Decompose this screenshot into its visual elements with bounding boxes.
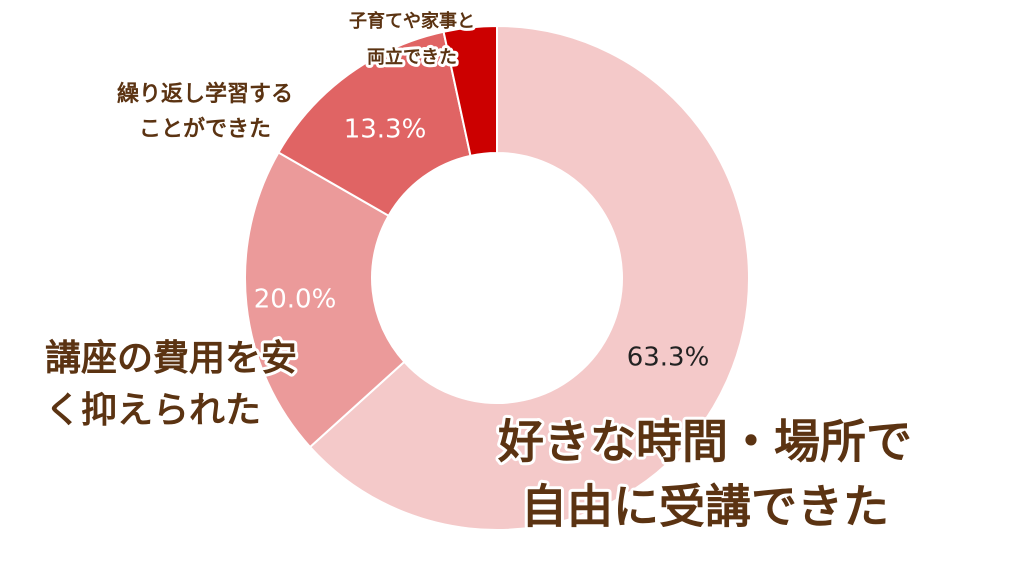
category-label: く抑えられた [45, 390, 261, 431]
category-label: ことができた [139, 116, 271, 142]
value-label: 13.3% [344, 115, 427, 145]
category-label: 両立できた [367, 46, 457, 68]
category-label: 繰り返し学習する [117, 81, 293, 107]
donut-slice [244, 151, 406, 449]
category-label: 自由に受講できた [521, 480, 889, 534]
category-label: 好きな時間・場所で [497, 415, 912, 469]
donut-slice [308, 24, 750, 531]
category-label: 講座の費用を安 [45, 337, 297, 379]
category-label: 子育てや家事と [349, 10, 475, 32]
donut-slice [442, 24, 498, 158]
value-label: 20.0% [254, 285, 337, 315]
value-label: 63.3% [627, 343, 710, 373]
